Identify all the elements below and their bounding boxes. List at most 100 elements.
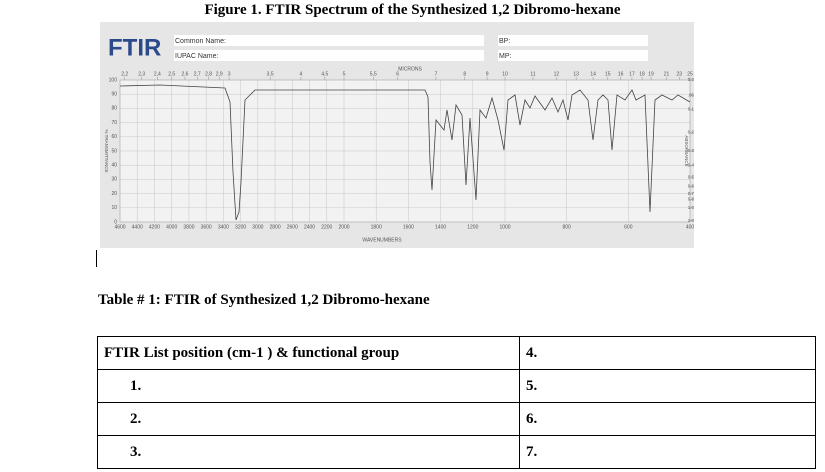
x-tick-label: 3400 — [218, 224, 229, 230]
x-tick-label: 3200 — [235, 224, 246, 230]
x-tick-label: 600 — [624, 224, 633, 230]
table-title: Table # 1: FTIR of Synthesized 1,2 Dibro… — [98, 292, 430, 308]
field-box — [174, 50, 484, 61]
x-tick-label: 1000 — [499, 224, 510, 230]
table-row: 1. 5. — [97, 369, 816, 403]
left-axis-title: % TRANSMITTANCE — [104, 129, 109, 172]
x-tick-label: 2600 — [287, 224, 298, 230]
table-cell: 2. — [97, 402, 520, 436]
top-tick-label: 10 — [502, 71, 508, 77]
figure-title: Figure 1. FTIR Spectrum of the Synthesiz… — [204, 2, 621, 18]
x-tick-label: 800 — [562, 224, 571, 230]
x-tick-label: 4600 — [114, 224, 125, 230]
right-tick-label: 0.8 — [688, 197, 694, 202]
top-tick-label: 4,5 — [321, 71, 328, 77]
field-label: BP: — [499, 38, 510, 45]
field-label: MP: — [499, 53, 512, 60]
table-cell: 3. — [97, 435, 520, 469]
field-label: Common Name: — [175, 38, 226, 45]
top-tick-label: 18 — [639, 71, 645, 77]
top-tick-label: 2,4 — [154, 71, 161, 77]
x-tick-label: 3600 — [201, 224, 212, 230]
x-tick-label: 1200 — [467, 224, 478, 230]
right-tick-label: 0.2 — [688, 130, 694, 135]
y-tick-label: 100 — [109, 77, 118, 83]
top-tick-label: 21 — [664, 71, 670, 77]
top-axis-title: MICRONS — [398, 66, 422, 72]
x-tick-label: 3800 — [183, 224, 194, 230]
x-tick-label: 1800 — [371, 224, 382, 230]
top-tick-label: 17 — [629, 71, 635, 77]
plot-area: 4600 4400 4200 4000 3800 3600 3400 3200 3000 2800… — [104, 71, 694, 230]
x-tick-label: 400 — [686, 224, 694, 230]
table-row: 3. 7. — [97, 435, 816, 469]
top-tick-label: 12 — [554, 71, 560, 77]
results-table: FTIR List position (cm-1 ) & functional … — [97, 336, 816, 469]
y-tick-label: 20 — [111, 191, 117, 197]
x-tick-label: 4200 — [149, 224, 160, 230]
right-tick-label: 0.0 — [688, 77, 694, 82]
top-tick-label: 2,8 — [205, 71, 212, 77]
y-tick-label: 30 — [111, 177, 117, 183]
top-tick-label: 3,5 — [267, 71, 274, 77]
x-tick-label: 2200 — [321, 224, 332, 230]
field-box — [498, 50, 648, 61]
table-cell: 1. — [97, 369, 520, 403]
top-tick-label: 9 — [486, 71, 489, 77]
right-tick-label: 1.0 — [688, 205, 694, 210]
brand: FTIR — [108, 34, 161, 61]
y-tick-label: 40 — [111, 163, 117, 169]
top-tick-label: 25 — [687, 71, 693, 77]
y-tick-label: 10 — [111, 205, 117, 211]
x-tick-label: 3000 — [252, 224, 263, 230]
top-tick-label: 2,3 — [138, 71, 145, 77]
table-cell: 6. — [519, 402, 816, 436]
table-cell: FTIR List position (cm-1 ) & functional … — [97, 336, 520, 370]
y-tick-label: 60 — [111, 134, 117, 140]
top-tick-label: 2,6 — [181, 71, 188, 77]
y-tick-label: 90 — [111, 92, 117, 98]
right-tick-label: .05 — [688, 93, 694, 98]
spectrum-curve — [119, 84, 691, 221]
x-tick-label: 1400 — [435, 224, 446, 230]
right-tick-label: 0.5 — [688, 174, 694, 179]
right-axis-title: ABSORBANCE — [684, 135, 689, 166]
bottom-axis-title: WAVENUMBERS — [362, 237, 402, 243]
field-label: IUPAC Name: — [175, 53, 218, 60]
x-tick-label: 1600 — [403, 224, 414, 230]
table-row: FTIR List position (cm-1 ) & functional … — [97, 336, 816, 370]
field-box — [174, 35, 484, 46]
right-tick-label: 0.1 — [688, 106, 694, 111]
x-tick-label: 4000 — [166, 224, 177, 230]
top-tick-label: 2,9 — [216, 71, 223, 77]
top-tick-label: 19 — [648, 71, 654, 77]
x-tick-label: 2400 — [304, 224, 315, 230]
top-tick-label: 4 — [300, 71, 303, 77]
top-tick-label: 16 — [618, 71, 624, 77]
top-tick-label: 2,2 — [121, 71, 128, 77]
top-tick-label: 2,5 — [168, 71, 175, 77]
y-tick-label: 70 — [111, 120, 117, 126]
text-cursor — [96, 250, 97, 267]
x-tick-label: 4400 — [132, 224, 143, 230]
top-tick-label: 2,7 — [194, 71, 201, 77]
right-tick-label: 0.7 — [688, 191, 694, 196]
right-tick-label: 2.0 — [688, 218, 694, 223]
right-tick-label: 0.6 — [688, 184, 694, 189]
top-tick-label: 3 — [228, 71, 231, 77]
right-tick-label: 0.4 — [688, 163, 694, 168]
field-box — [498, 35, 648, 46]
top-tick-label: 5,5 — [370, 71, 377, 77]
y-tick-label: 80 — [111, 106, 117, 112]
table-row: 2. 6. — [97, 402, 816, 436]
top-tick-label: 13 — [573, 71, 579, 77]
x-tick-label: 2800 — [270, 224, 281, 230]
top-tick-label: 7 — [435, 71, 438, 77]
x-tick-label: 2000 — [338, 224, 349, 230]
y-tick-label: 0 — [114, 219, 117, 225]
top-tick-label: 6 — [396, 71, 399, 77]
table-cell: 5. — [519, 369, 816, 403]
top-tick-label: 11 — [530, 71, 535, 77]
table-cell: 7. — [519, 435, 816, 469]
